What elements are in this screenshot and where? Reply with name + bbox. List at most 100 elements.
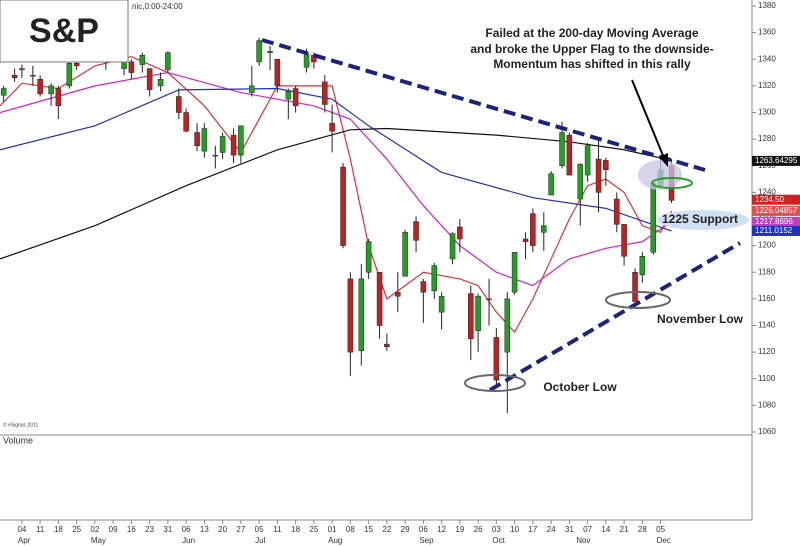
x-tick-label: 06 (182, 525, 191, 534)
volume-label: Volume (3, 435, 33, 445)
candle-body (475, 295, 481, 332)
x-tick-label: 27 (236, 525, 245, 534)
plot (0, 19, 675, 414)
month-label: Jun (182, 536, 195, 545)
price-label: 1211.0152 (755, 226, 793, 235)
y-tick-label: 1180 (758, 267, 776, 276)
candle-body (329, 122, 335, 132)
candle-body (584, 145, 591, 176)
chart-title: S&P (29, 12, 99, 50)
x-tick-label: 22 (382, 525, 391, 534)
x-tick-label: 28 (638, 525, 647, 534)
candle-body (201, 128, 208, 152)
october-ellipse (464, 374, 526, 392)
candle-body (639, 256, 646, 276)
candle-body (650, 182, 657, 253)
candle-body (128, 61, 135, 73)
x-tick-label: 14 (601, 525, 610, 534)
candle-body (230, 134, 237, 156)
november-ellipse (605, 291, 671, 309)
candle-body (146, 68, 153, 91)
candle-body (292, 88, 299, 107)
candle-body (274, 59, 281, 87)
candle-body (267, 51, 273, 53)
candle-body (457, 226, 463, 240)
y-tick-label: 1140 (758, 321, 776, 330)
candle-body (621, 224, 627, 257)
x-tick-label: 09 (109, 525, 118, 534)
price-label-box (752, 216, 800, 227)
highlight (638, 160, 682, 190)
x-tick-label: 06 (419, 525, 428, 534)
x-tick-label: 01 (328, 525, 337, 534)
x-tick-label: 26 (474, 525, 483, 534)
candle-body (48, 85, 54, 95)
month-label: Apr (18, 536, 31, 545)
y-tick-label: 1100 (758, 374, 776, 383)
candle-body (212, 154, 219, 157)
y-tick-label: 1300 (758, 108, 776, 117)
x-tick-label: 25 (72, 525, 81, 534)
x-tick-label: 05 (656, 525, 665, 534)
support-ellipse (657, 210, 749, 230)
annotation: Momentum has shifted in this rally (493, 57, 691, 71)
candle-body (157, 78, 164, 87)
x-tick-label: 07 (583, 525, 592, 534)
candle-body (548, 173, 554, 196)
moving-average (0, 87, 672, 232)
candle-body (139, 55, 146, 65)
title-box (0, 0, 129, 63)
candle-body (249, 85, 255, 93)
candle-body (603, 160, 609, 170)
month-label: Nov (576, 536, 590, 545)
candle-body (376, 272, 383, 326)
month-label: Dec (657, 536, 671, 545)
candle-body (384, 343, 390, 348)
candle-body (530, 213, 536, 246)
month-label: Aug (328, 536, 342, 545)
candle-body (66, 62, 73, 87)
y-tick-label: 1340 (758, 54, 776, 63)
price-label: 1263.64295 (755, 156, 798, 165)
x-tick-label: 16 (127, 525, 136, 534)
candle-body (194, 132, 200, 147)
candle-body (73, 62, 80, 67)
x-tick-label: 31 (565, 525, 574, 534)
annotation: 1225 Support (662, 212, 738, 226)
candle-body (219, 136, 226, 153)
candle-body (614, 198, 620, 225)
credit: © eSignal, 2011 (3, 421, 39, 428)
moving-average (0, 127, 672, 260)
x-tick-label: 12 (437, 525, 446, 534)
y-tick-label: 1280 (758, 134, 776, 143)
candle-body (420, 281, 427, 293)
y-tick-label: 1320 (758, 81, 776, 90)
x-tick-label: 18 (291, 525, 300, 534)
x-tick-label: 18 (54, 525, 63, 534)
price-label-box (752, 194, 800, 205)
price-label-box (752, 225, 800, 236)
arrow (631, 79, 665, 159)
candle-body (632, 272, 638, 302)
month-label: May (91, 536, 106, 545)
candle-body (340, 166, 346, 246)
candle-body (285, 90, 292, 100)
x-tick-label: 05 (255, 525, 264, 534)
candle-body (595, 158, 602, 193)
candle-body (522, 238, 529, 242)
candle-body (19, 68, 25, 71)
y-tick-label: 1360 (758, 28, 776, 37)
candle-body (402, 232, 408, 277)
upper-trendline (261, 38, 706, 172)
month-label: Sep (419, 536, 434, 545)
candle-body (504, 298, 511, 353)
x-tick-label: 17 (528, 525, 537, 534)
symbol-info: nic,0:00-24:00 (132, 2, 183, 11)
x-tick-label: 11 (36, 525, 45, 534)
candle-body (165, 52, 171, 71)
y-tick-label: 1060 (758, 427, 776, 436)
y-tick-label: 1160 (758, 294, 776, 303)
candle-body (55, 88, 62, 107)
x-tick-label: 31 (163, 525, 172, 534)
